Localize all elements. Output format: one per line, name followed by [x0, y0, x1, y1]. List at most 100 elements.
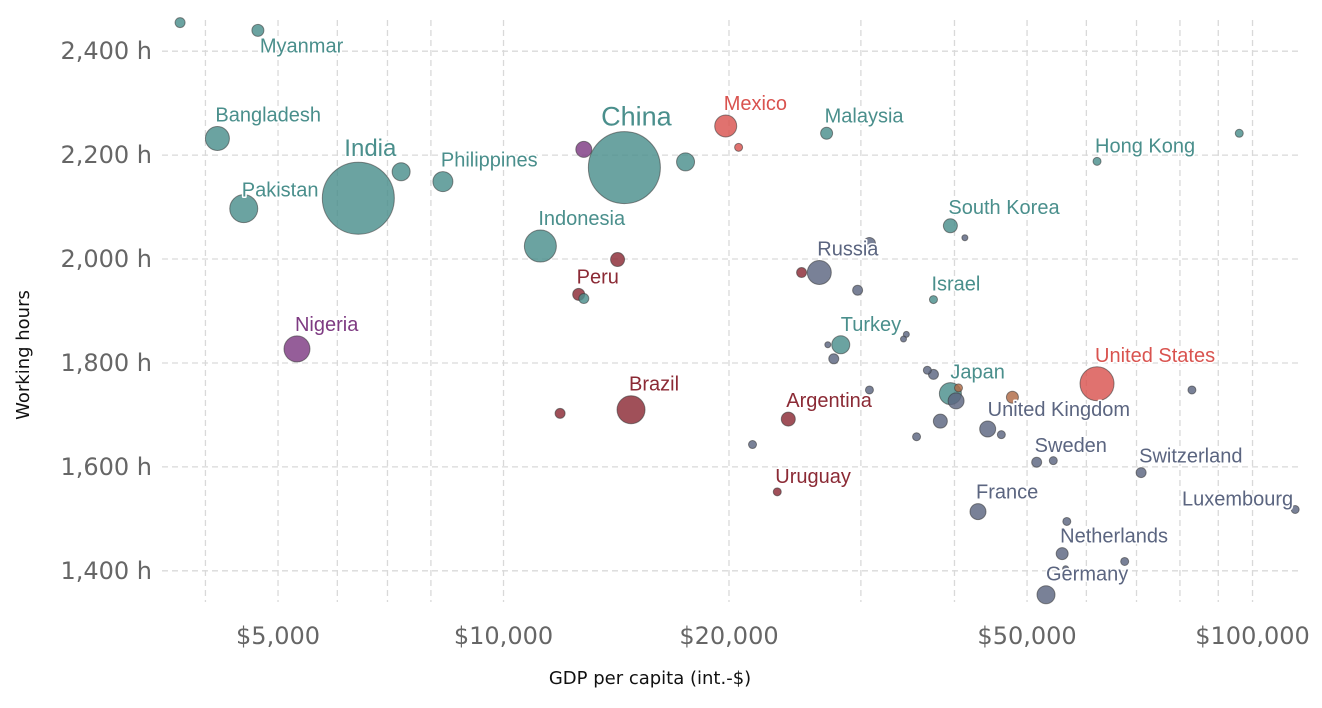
data-point — [961, 234, 969, 242]
point-hong-kong — [1092, 156, 1102, 166]
label-south-korea: South Korea — [948, 197, 1060, 219]
data-points — [174, 17, 1300, 605]
data-point — [391, 162, 411, 182]
label-uruguay: Uruguay — [775, 466, 851, 488]
point-philippines — [432, 171, 454, 193]
data-point — [864, 385, 874, 395]
point-labels: Myanmar Bangladesh India Philippines Pakista… — [214, 34, 1295, 587]
label-indonesia: Indonesia — [538, 208, 626, 230]
y-tick-label: 1,400 h — [60, 557, 152, 585]
data-point — [932, 413, 948, 429]
label-turkey: Turkey — [841, 314, 901, 336]
label-mexico: Mexico — [724, 93, 787, 115]
data-point — [824, 341, 832, 349]
y-axis-title: Working hours — [13, 290, 34, 420]
y-tick-label: 1,800 h — [60, 349, 152, 377]
x-axis-title: GDP per capita (int.-$) — [549, 668, 751, 689]
data-point — [1005, 390, 1019, 404]
label-myanmar: Myanmar — [260, 35, 344, 57]
point-nigeria — [283, 335, 311, 363]
point-united-states — [1079, 366, 1115, 402]
data-point — [922, 365, 932, 375]
y-axis-ticks: 1,400 h 1,600 h 1,800 h 2,000 h 2,200 h 2,400… — [60, 37, 152, 585]
data-point — [796, 267, 808, 279]
data-point — [1120, 556, 1130, 566]
point-sweden — [1031, 456, 1043, 468]
data-point — [947, 392, 965, 410]
data-point — [554, 407, 566, 419]
point-russia — [806, 260, 832, 286]
label-united-kingdom: United Kingdom — [988, 399, 1130, 421]
y-tick-label: 2,200 h — [60, 141, 152, 169]
point-bangladesh — [204, 125, 230, 151]
point-india — [321, 161, 395, 235]
point-switzerland — [1135, 467, 1147, 479]
label-germany: Germany — [1046, 564, 1128, 586]
label-brazil: Brazil — [629, 374, 679, 396]
label-india: India — [344, 135, 397, 162]
point-pakistan — [229, 194, 259, 224]
point-south-korea — [942, 218, 958, 234]
label-hong-kong: Hong Kong — [1095, 135, 1195, 157]
label-pakistan: Pakistan — [242, 180, 319, 202]
label-netherlands: Netherlands — [1060, 526, 1168, 548]
x-tick-label: $10,000 — [454, 622, 553, 650]
y-tick-label: 2,400 h — [60, 37, 152, 65]
label-sweden: Sweden — [1035, 435, 1107, 457]
x-tick-label: $50,000 — [977, 622, 1076, 650]
point-israel — [928, 295, 938, 305]
x-axis-ticks: $5,000 $10,000 $20,000 $50,000 $100,000 — [236, 622, 1310, 650]
label-france: France — [976, 482, 1038, 504]
label-philippines: Philippines — [441, 150, 538, 172]
data-point — [748, 440, 758, 450]
point-uruguay — [772, 487, 782, 497]
point-mexico — [714, 114, 738, 138]
label-japan: Japan — [950, 362, 1005, 384]
point-malaysia — [820, 126, 834, 140]
label-luxembourg: Luxembourg — [1182, 489, 1293, 511]
label-malaysia: Malaysia — [825, 105, 905, 127]
data-point — [852, 284, 864, 296]
label-peru: Peru — [577, 266, 619, 288]
data-point — [1048, 456, 1058, 466]
data-point — [610, 252, 626, 268]
data-point — [900, 335, 908, 343]
y-tick-label: 2,000 h — [60, 245, 152, 273]
x-tick-label: $20,000 — [679, 622, 778, 650]
label-argentina: Argentina — [786, 390, 872, 412]
label-bangladesh: Bangladesh — [215, 104, 321, 126]
label-israel: Israel — [931, 274, 980, 296]
point-luxembourg — [1290, 505, 1300, 515]
y-tick-label: 1,600 h — [60, 453, 152, 481]
data-point — [828, 353, 840, 365]
x-tick-label: $100,000 — [1195, 622, 1310, 650]
point-netherlands — [1055, 547, 1069, 561]
point-myanmar — [251, 23, 265, 37]
data-point — [1062, 565, 1070, 573]
grid-lines — [162, 20, 1298, 602]
data-point — [862, 236, 876, 250]
point-china — [587, 131, 661, 205]
data-point — [954, 383, 964, 393]
data-point — [174, 17, 186, 29]
point-united-kingdom — [979, 420, 997, 438]
data-point — [912, 432, 922, 442]
point-argentina — [780, 411, 796, 427]
point-brazil — [616, 395, 646, 425]
data-point — [1234, 128, 1244, 138]
data-point — [578, 293, 590, 305]
label-nigeria: Nigeria — [295, 314, 359, 336]
data-point — [734, 142, 744, 152]
label-china: China — [601, 102, 673, 132]
point-turkey — [831, 335, 851, 355]
data-point — [575, 140, 593, 158]
data-point — [676, 152, 696, 172]
label-russia: Russia — [817, 239, 879, 261]
data-point — [1187, 385, 1197, 395]
label-switzerland: Switzerland — [1139, 446, 1242, 468]
point-france — [969, 503, 987, 521]
point-indonesia — [523, 229, 557, 263]
label-united-states: United States — [1095, 345, 1215, 367]
point-germany — [1036, 585, 1056, 605]
